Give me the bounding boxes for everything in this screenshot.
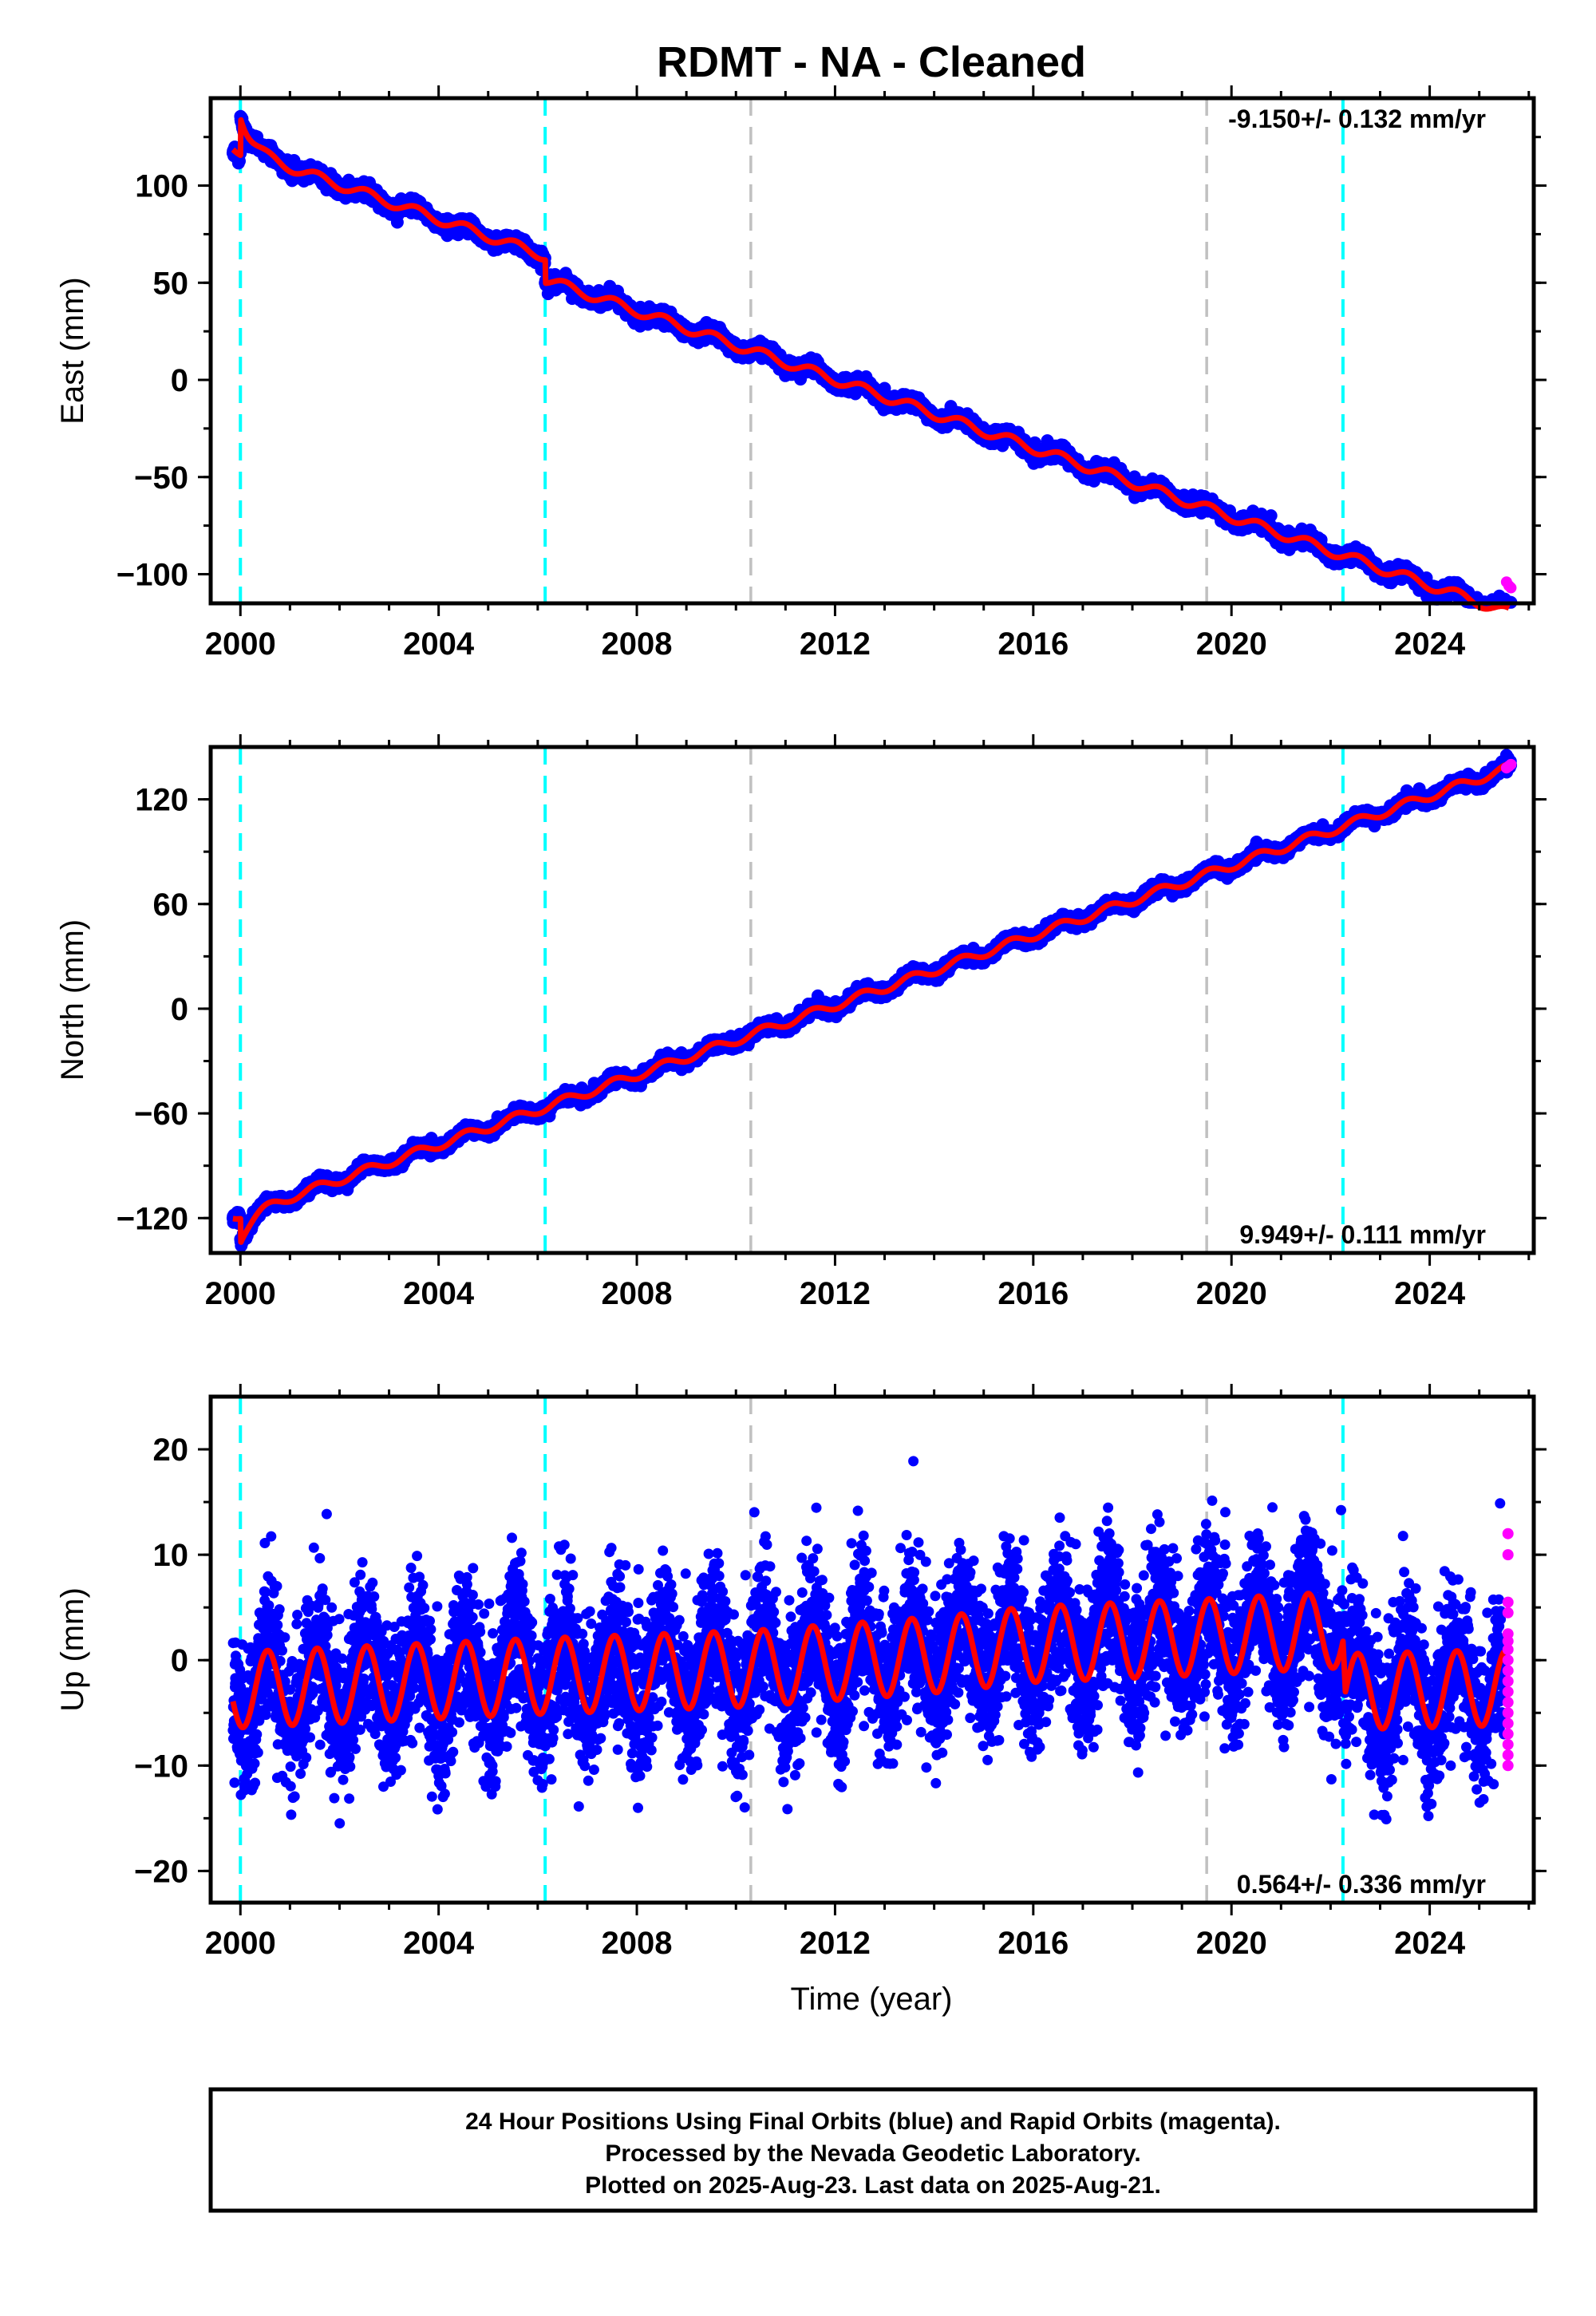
x-tick-label: 2004 bbox=[403, 1926, 475, 1961]
final-orbit-points bbox=[226, 749, 1518, 1252]
rate-label: 0.564+/- 0.336 mm/yr bbox=[1237, 1870, 1486, 1899]
footer-line-3: Plotted on 2025-Aug-23. Last data on 202… bbox=[585, 2172, 1161, 2199]
y-tick-label: 100 bbox=[135, 169, 188, 204]
model-curve bbox=[231, 761, 1511, 1245]
rapid-orbit-point bbox=[1502, 1738, 1514, 1750]
x-tick-label: 2004 bbox=[403, 1276, 475, 1311]
x-tick-label: 2016 bbox=[998, 1276, 1069, 1311]
rapid-orbit-point bbox=[1502, 1749, 1514, 1761]
plot-frame bbox=[208, 745, 1536, 1255]
rapid-orbit-point bbox=[1502, 1697, 1514, 1709]
model-curve bbox=[231, 117, 1511, 612]
x-tick-label: 2020 bbox=[1196, 1926, 1267, 1961]
y-tick-label: 0 bbox=[171, 992, 188, 1027]
y-tick-label: −10 bbox=[134, 1749, 188, 1784]
plot-frame bbox=[208, 1394, 1536, 1905]
y-axis-label: Up (mm) bbox=[55, 1587, 90, 1712]
rapid-orbit-point bbox=[1502, 1675, 1514, 1687]
panel-north: 2000 2004 2008 2012 2016 2020 2024 120 60 0 −60 −12… bbox=[55, 734, 1547, 1311]
rapid-orbit-point bbox=[1502, 1596, 1514, 1608]
rapid-orbit-point bbox=[1502, 1686, 1514, 1697]
panel-up: 2000 2004 2008 2012 2016 2020 2024 20 10 0 −10 −20 U… bbox=[55, 1384, 1547, 1961]
panels: 2000 2004 2008 2012 2016 2020 2024100500−50−10… bbox=[55, 85, 1547, 1961]
y-tick-label: 120 bbox=[135, 783, 188, 818]
x-tick-label: 2024 bbox=[1394, 626, 1466, 662]
panel-east: 2000 2004 2008 2012 2016 2020 2024 100 50 0 −50 −10… bbox=[55, 85, 1547, 662]
model-curve bbox=[230, 1591, 1507, 1732]
rapid-orbit-point bbox=[1505, 758, 1517, 770]
x-tick-label: 2020 bbox=[1196, 1276, 1267, 1311]
rapid-orbit-point bbox=[1502, 1644, 1514, 1655]
footer-line-1: 24 Hour Positions Using Final Orbits (bl… bbox=[465, 2109, 1281, 2135]
rapid-orbit-point bbox=[1502, 1665, 1514, 1677]
rapid-orbit-point bbox=[1502, 1635, 1514, 1647]
x-tick-label: 2008 bbox=[602, 1276, 673, 1311]
x-tick-label: 2004 bbox=[403, 626, 475, 662]
y-tick-label: 0 bbox=[171, 1643, 188, 1678]
y-axis-label: North (mm) bbox=[55, 919, 90, 1081]
footer-line-2: Processed by the Nevada Geodetic Laborat… bbox=[605, 2140, 1140, 2167]
y-tick-label: 0 bbox=[171, 363, 188, 398]
rate-label: 9.949+/- 0.111 mm/yr bbox=[1239, 1220, 1486, 1249]
footer-frame bbox=[208, 2087, 1538, 2213]
x-tick-label: 2008 bbox=[602, 626, 673, 662]
x-tick-label: 2000 bbox=[205, 626, 276, 662]
rapid-orbit-point bbox=[1502, 1760, 1514, 1772]
y-tick-label: 50 bbox=[153, 266, 189, 301]
x-tick-label: 2012 bbox=[800, 626, 871, 662]
x-tick-label: 2024 bbox=[1394, 1926, 1466, 1961]
rapid-orbit-point bbox=[1502, 1528, 1514, 1539]
rapid-orbit-point bbox=[1502, 1607, 1514, 1618]
y-tick-label: −120 bbox=[117, 1201, 188, 1236]
plot-frame bbox=[208, 96, 1536, 606]
x-tick-label: 2024 bbox=[1394, 1276, 1466, 1311]
final-orbit-points bbox=[226, 109, 1518, 609]
footer-box: 24 Hour Positions Using Final Orbits (bl… bbox=[208, 2087, 1538, 2213]
x-tick-label: 2016 bbox=[998, 1926, 1069, 1961]
y-tick-label: 20 bbox=[153, 1433, 189, 1468]
x-axis-label: Time (year) bbox=[791, 1982, 953, 2017]
final-orbit-point-cloud bbox=[226, 109, 1518, 609]
rate-label: -9.150+/- 0.132 mm/yr bbox=[1228, 105, 1486, 133]
rapid-orbit-point bbox=[1502, 1654, 1514, 1666]
rapid-orbit-point bbox=[1505, 582, 1517, 594]
x-tick-label: 2000 bbox=[205, 1276, 276, 1311]
x-tick-label: 2016 bbox=[998, 626, 1069, 662]
x-tick-label: 2008 bbox=[602, 1926, 673, 1961]
y-tick-label: 60 bbox=[153, 887, 189, 923]
x-tick-label: 2012 bbox=[800, 1276, 871, 1311]
y-tick-label: −100 bbox=[117, 557, 188, 592]
rapid-orbit-point bbox=[1502, 1707, 1514, 1719]
y-tick-label: −60 bbox=[134, 1097, 188, 1132]
x-tick-label: 2000 bbox=[205, 1926, 276, 1961]
rapid-orbit-point bbox=[1502, 1717, 1514, 1729]
x-tick-label: 2012 bbox=[800, 1926, 871, 1961]
rapid-orbit-point bbox=[1502, 1728, 1514, 1740]
y-tick-label: −20 bbox=[134, 1854, 188, 1889]
rapid-orbit-point bbox=[1502, 1549, 1514, 1561]
x-tick-label: 2020 bbox=[1196, 626, 1267, 662]
chart-title: RDMT - NA - Cleaned bbox=[657, 38, 1086, 86]
y-tick-label: 10 bbox=[153, 1538, 189, 1573]
y-axis-label: East (mm) bbox=[55, 277, 90, 424]
final-orbit-point-cloud bbox=[226, 749, 1518, 1252]
y-tick-label: −50 bbox=[134, 460, 188, 496]
